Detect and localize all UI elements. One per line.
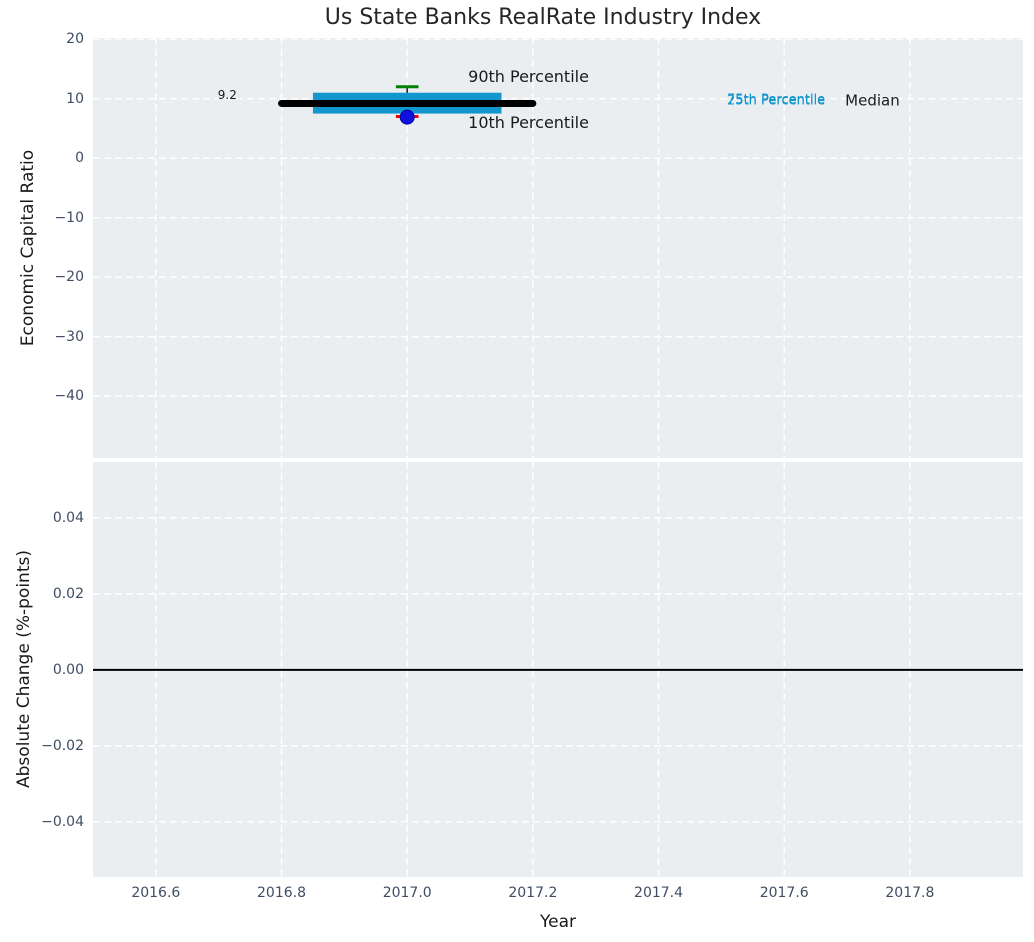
y-axis-label-top: Economic Capital Ratio [18, 149, 38, 347]
annotation-10th-percentile: 10th Percentile [468, 113, 589, 133]
chart-title: Us State Banks RealRate Industry Index [324, 5, 762, 30]
annotation-25th-percentile: 25th Percentile [727, 93, 826, 109]
x-tick-label: 2017.2 [508, 885, 558, 901]
y-tick-label: −30 [54, 328, 84, 345]
annotation-90th-percentile: 90th Percentile [468, 67, 589, 87]
y-tick-label: −20 [54, 269, 84, 286]
bottom-axes-panel [93, 462, 1023, 877]
x-tick-label: 2017.8 [885, 885, 935, 901]
top-axes-panel [93, 38, 1023, 458]
y-tick-label: 10 [66, 90, 84, 107]
y-tick-label: 20 [66, 31, 84, 48]
annotation-median: Median [845, 91, 900, 110]
bottom-panel-svg [93, 462, 1023, 877]
x-tick-label: 2017.6 [759, 885, 809, 901]
x-tick-label: 2017.4 [634, 885, 684, 901]
top-panel-svg [93, 38, 1023, 458]
y-tick-label: −0.04 [41, 813, 84, 830]
y-tick-label: 0.00 [52, 661, 84, 678]
x-tick-label: 2016.6 [131, 885, 181, 901]
y-tick-label: −0.02 [41, 737, 84, 754]
y-tick-label: 0 [75, 150, 84, 167]
y-tick-label: −40 [54, 388, 84, 405]
annotation-75th-percentile: 75th Percentile [727, 92, 826, 108]
company-dot [399, 109, 415, 125]
y-tick-label: −10 [54, 209, 84, 226]
x-tick-label: 2016.8 [257, 885, 306, 901]
y-axis-label-bottom: Absolute Change (%-points) [14, 550, 34, 788]
y-tick-label: 0.02 [52, 585, 84, 602]
annotation-9.2: 9.2 [217, 88, 237, 103]
y-tick-label: 0.04 [52, 509, 84, 526]
x-axis-label: Year [540, 912, 576, 932]
x-tick-label: 2017.0 [382, 885, 432, 901]
